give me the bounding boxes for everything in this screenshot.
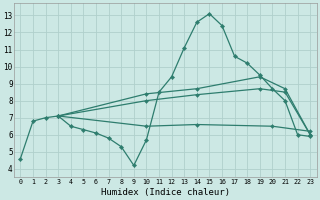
X-axis label: Humidex (Indice chaleur): Humidex (Indice chaleur) (101, 188, 230, 197)
